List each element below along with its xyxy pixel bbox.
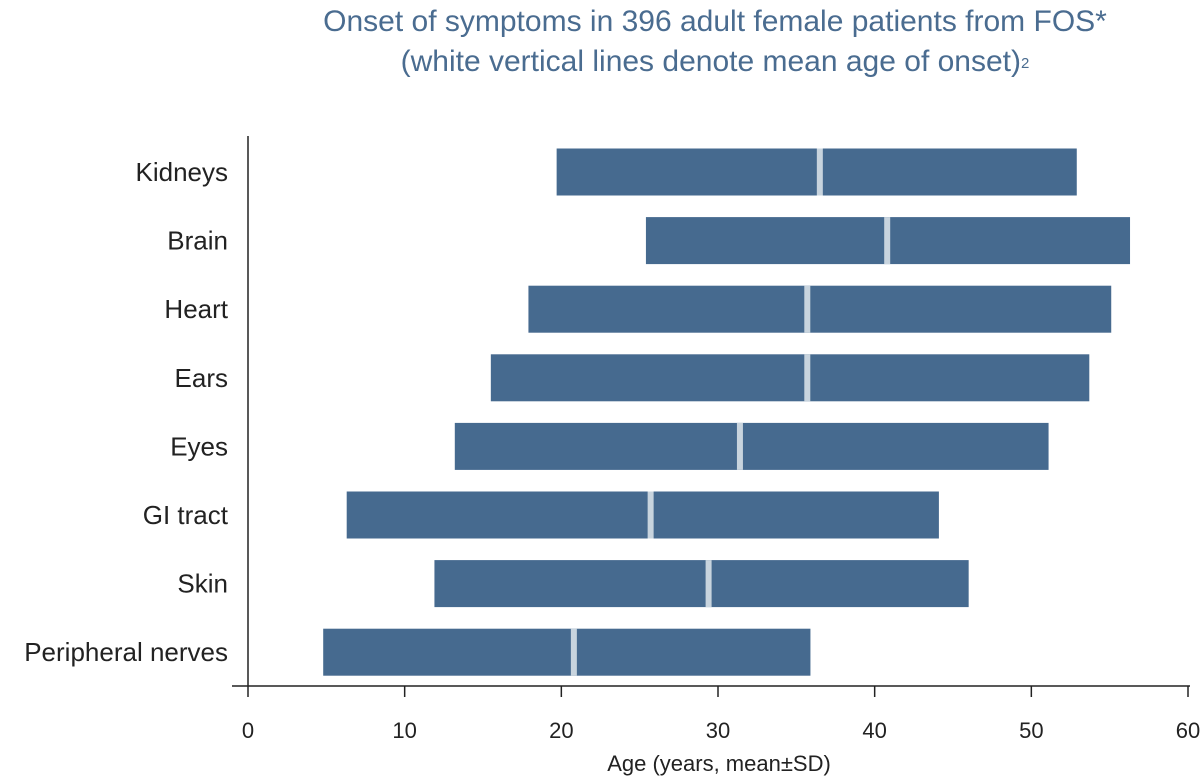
title-footnote: 2 bbox=[1021, 55, 1030, 72]
x-tick-label-50: 50 bbox=[1019, 718, 1043, 743]
bar-kidneys bbox=[556, 148, 1077, 196]
mean-line-brain bbox=[884, 217, 891, 265]
title-line-1: Onset of symptoms in 396 adult female pa… bbox=[323, 5, 1107, 38]
mean-line-peripheral-nerves bbox=[570, 628, 577, 676]
bars-group bbox=[323, 148, 1131, 676]
axes-group bbox=[232, 136, 1190, 687]
bar-heart bbox=[528, 285, 1112, 333]
x-tick-label-20: 20 bbox=[549, 718, 573, 743]
mean-line-gi-tract bbox=[647, 491, 654, 539]
category-label-heart: Heart bbox=[164, 294, 228, 324]
ticks-group: 0 10 20 30 40 50 60 bbox=[242, 686, 1200, 743]
title-line-2: (white vertical lines denote mean age of… bbox=[230, 42, 1200, 82]
chart-title: Onset of symptoms in 396 adult female pa… bbox=[230, 2, 1200, 82]
mean-line-eyes bbox=[736, 422, 743, 470]
bar-peripheral-nerves bbox=[323, 628, 811, 676]
mean-line-skin bbox=[705, 560, 712, 608]
category-label-ears: Ears bbox=[175, 363, 228, 393]
bar-skin bbox=[434, 560, 969, 608]
title-line-2-text: (white vertical lines denote mean age of… bbox=[400, 45, 1021, 78]
bar-eyes bbox=[454, 422, 1049, 470]
bar-gi-tract bbox=[346, 491, 939, 539]
x-tick-label-10: 10 bbox=[392, 718, 416, 743]
category-labels-group: Kidneys Brain Heart Ears Eyes GI tract Skin Per… bbox=[24, 157, 229, 667]
category-label-brain: Brain bbox=[167, 226, 228, 256]
category-label-eyes: Eyes bbox=[170, 431, 228, 461]
x-tick-label-30: 30 bbox=[706, 718, 730, 743]
category-label-skin: Skin bbox=[177, 569, 228, 599]
category-label-kidneys: Kidneys bbox=[136, 157, 229, 187]
mean-line-heart bbox=[804, 285, 811, 333]
category-label-gi-tract: GI tract bbox=[143, 500, 229, 530]
x-axis-label: Age (years, mean±SD) bbox=[607, 751, 831, 776]
category-label-peripheral-nerves: Peripheral nerves bbox=[24, 637, 228, 667]
mean-line-kidneys bbox=[816, 148, 823, 196]
x-tick-label-60: 60 bbox=[1176, 718, 1200, 743]
bar-ears bbox=[490, 354, 1090, 402]
mean-line-ears bbox=[804, 354, 811, 402]
x-tick-label-0: 0 bbox=[242, 718, 254, 743]
x-tick-label-40: 40 bbox=[862, 718, 886, 743]
